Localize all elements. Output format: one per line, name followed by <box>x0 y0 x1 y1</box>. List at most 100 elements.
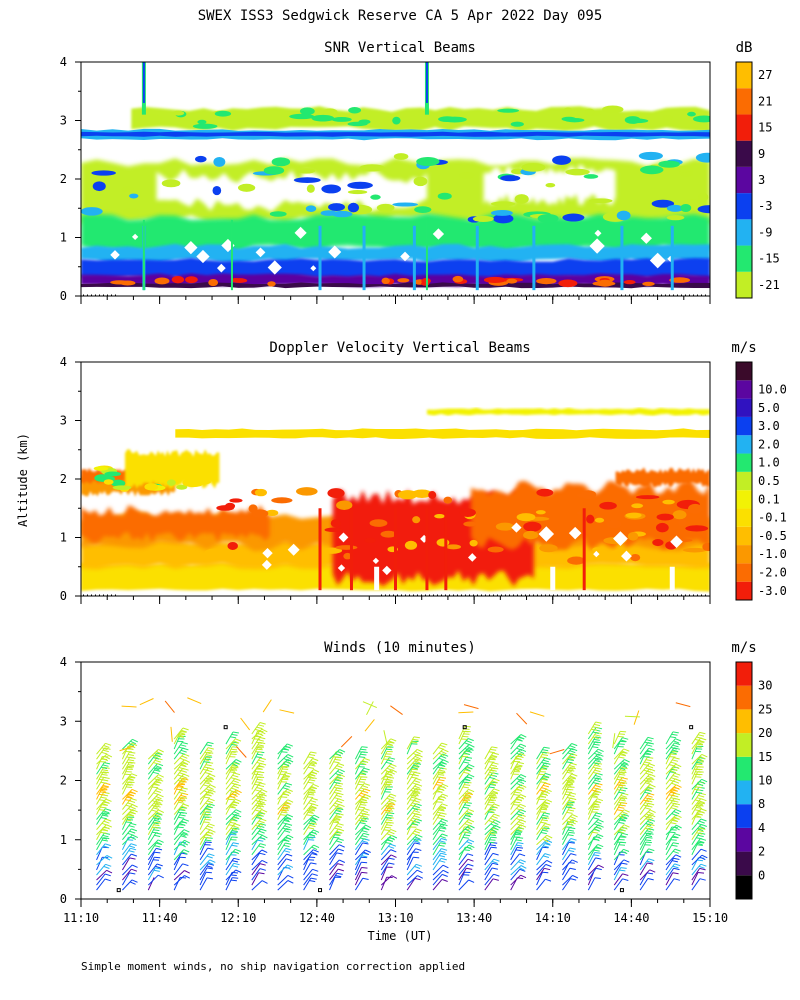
wind-barb <box>122 868 132 881</box>
wind-barb-flag <box>390 843 397 847</box>
wind-barb-flag <box>566 806 573 809</box>
wind-barb-flag <box>672 744 679 748</box>
wind-barb-flag <box>257 753 264 756</box>
snr-cell <box>263 166 285 175</box>
wind-barb-flag <box>696 842 703 846</box>
wind-barb-flag <box>490 846 497 849</box>
wind-barb-flag <box>439 825 446 829</box>
snr-streak <box>532 225 536 291</box>
snr-cell <box>359 164 385 172</box>
wind-barb-flag <box>180 835 187 838</box>
wind-barb-flag <box>519 753 526 756</box>
wind-barb-flag <box>620 769 627 772</box>
doppler-cell <box>678 519 687 527</box>
wind-barb-flag <box>391 875 398 879</box>
wind-barb-flag <box>567 834 574 837</box>
wind-barb-flag <box>569 750 576 754</box>
wind-barb-flag <box>179 833 186 837</box>
snr-cell <box>267 281 276 287</box>
wind-barb-flag <box>700 818 707 822</box>
wind-barb-flag <box>464 747 471 752</box>
calm-wind-marker <box>116 888 121 893</box>
wind-barb-flag <box>412 757 419 762</box>
wind-barb-flag <box>414 791 421 794</box>
wind-barb <box>613 873 623 886</box>
wind-barb-flag <box>104 747 111 750</box>
wind-barb-flag <box>441 742 448 746</box>
wind-barb-flag <box>307 766 315 769</box>
wind-barb-flag <box>462 836 469 839</box>
wind-barb-flag <box>102 802 108 806</box>
wind-barb <box>303 853 313 866</box>
wind-barb-flag <box>617 784 624 787</box>
wind-barb-flag <box>516 844 523 847</box>
wind-barb <box>380 857 390 871</box>
doppler-colorbar-label: -0.5 <box>758 529 787 543</box>
y-axis-label: Altitude (km) <box>16 433 30 527</box>
wind-barb-flag <box>255 734 262 739</box>
wind-barb <box>199 847 209 861</box>
wind-barb-flag <box>129 857 136 860</box>
doppler-streak <box>394 508 397 591</box>
wind-barb-flag <box>153 807 160 810</box>
wind-barb-flag <box>385 821 392 824</box>
wind-barb-flag <box>648 797 655 801</box>
wind-barb-flag <box>388 795 395 799</box>
wind-barb-flag <box>518 796 525 800</box>
wind-barb <box>549 749 565 755</box>
wind-barb-flag <box>334 832 341 836</box>
wind-barb-flag <box>158 774 164 778</box>
wind-barb-flag <box>359 806 366 809</box>
snr-gap <box>649 252 666 269</box>
wind-barb <box>510 853 520 866</box>
wind-barb-flag <box>490 823 497 828</box>
wind-barb-flag <box>105 863 112 867</box>
wind-barb <box>173 856 181 871</box>
wind-barb-flag <box>438 752 445 757</box>
wind-barb-flag <box>311 853 318 856</box>
wind-barb <box>639 862 648 876</box>
wind-barb-flag <box>520 748 527 753</box>
winds-x-tick-label: 15:10 <box>692 911 728 925</box>
wind-barb-flag <box>358 789 365 793</box>
wind-barb-flag <box>595 826 602 830</box>
wind-barb-flag <box>156 750 162 755</box>
wind-barb-flag <box>125 821 132 823</box>
wind-barb-flag <box>647 862 654 865</box>
wind-barb-flag <box>649 809 656 814</box>
wind-barb-flag <box>231 787 238 791</box>
snr-cell <box>596 279 614 287</box>
wind-barb-flag <box>385 781 392 784</box>
wind-barb-flag <box>698 820 705 824</box>
wind-barb-flag <box>258 795 265 799</box>
wind-barb-flag <box>669 756 676 758</box>
wind-barb <box>121 857 131 871</box>
snr-colorbar-bin <box>736 271 752 298</box>
doppler-band <box>427 407 710 416</box>
wind-barb-flag <box>257 813 264 817</box>
wind-barb-flag <box>102 784 109 788</box>
wind-barb-flag <box>362 810 369 813</box>
wind-barb-flag <box>440 805 446 809</box>
wind-barb-flag <box>493 788 500 792</box>
wind-barb-flag <box>207 747 214 750</box>
wind-barb-flag <box>361 855 368 858</box>
wind-barb-flag <box>518 810 525 815</box>
wind-barb-flag <box>386 797 393 801</box>
wind-barb-flag <box>647 775 654 780</box>
wind-barb-flag <box>334 817 341 820</box>
wind-barb-flag <box>643 769 650 773</box>
wind-barb-flag <box>546 799 553 803</box>
snr-cell <box>172 110 185 116</box>
wind-barb-flag <box>103 810 110 814</box>
snr-cell <box>602 105 624 114</box>
wind-barb-flag <box>670 746 677 750</box>
wind-barb-flag <box>101 751 108 755</box>
wind-barbs <box>96 697 708 893</box>
wind-barb-flag <box>490 764 498 767</box>
wind-barb <box>432 879 443 891</box>
snr-cell <box>331 117 352 122</box>
wind-barb-flag <box>157 798 164 802</box>
wind-barb <box>587 857 596 871</box>
snr-colorbar-bin <box>736 193 752 220</box>
